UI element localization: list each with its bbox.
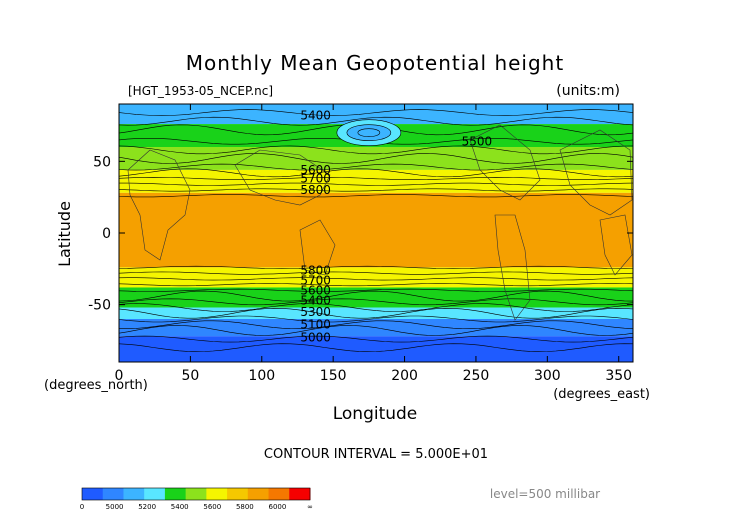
coastline [469, 124, 541, 201]
low-feature-core [346, 124, 392, 141]
contour-line [119, 288, 633, 292]
colorbar-swatch [102, 488, 124, 500]
colorbar-tick-label: 0 [80, 503, 84, 511]
colorbar: 0 5000 5200 5400 5600 5800 6000 ∞ [80, 487, 313, 511]
colorbar-tick-label: 6000 [269, 503, 287, 511]
contour-line [119, 283, 633, 287]
contour-label: 5600 [300, 163, 331, 177]
field-band [119, 104, 633, 125]
units-label: (units:m) [556, 83, 620, 99]
colorbar-swatch [82, 488, 104, 500]
y-tick-label: -50 [88, 298, 111, 314]
colorbar-swatch [144, 488, 166, 500]
x-tick-label: 0 [115, 368, 124, 384]
colorbar-tick-label: 5200 [138, 503, 156, 511]
plot-area: 5400550056005700580058005700560054005300… [88, 103, 634, 384]
contour-line [119, 325, 633, 336]
field-band [119, 307, 633, 319]
coastline [299, 219, 336, 276]
contour-line [119, 307, 633, 319]
contour-line [119, 298, 633, 306]
colorbar-tick-label: 5800 [236, 503, 254, 511]
contour-label: 5700 [300, 273, 331, 287]
x-axis-label: Longitude [333, 404, 418, 424]
contour-label: 5400 [300, 293, 331, 307]
field-band [119, 287, 633, 308]
colorbar-swatch [185, 488, 207, 500]
x-tick-label: 150 [320, 368, 347, 384]
contour-interval-text: CONTOUR INTERVAL = 5.000E+01 [264, 447, 488, 462]
field-band [119, 169, 633, 193]
colorbar-swatch [268, 488, 290, 500]
contour-line [119, 343, 633, 353]
x-tick-label: 250 [463, 368, 490, 384]
contour-line [119, 271, 633, 275]
y-axis-label: Latitude [55, 201, 74, 267]
contour-line [119, 116, 633, 126]
colorbar-swatch [227, 488, 249, 500]
contour-line [119, 320, 633, 330]
contour-label: 5100 [300, 318, 331, 332]
contour-line [119, 335, 633, 343]
colorbar-swatch [289, 488, 311, 500]
field-band [119, 267, 633, 288]
contour-line [119, 168, 633, 178]
field-band [119, 147, 633, 170]
contour-label: 5500 [462, 134, 493, 148]
coastline [559, 129, 633, 216]
field-band [119, 192, 633, 268]
contour-line [119, 188, 633, 192]
contour-line [119, 109, 633, 116]
contour-line [119, 290, 633, 302]
y-tick-label: 0 [102, 226, 111, 242]
colorbar-swatch [247, 488, 270, 500]
contour-label: 5800 [300, 263, 331, 277]
contour-label: 5600 [300, 283, 331, 297]
x-tick-label: 50 [181, 368, 199, 384]
colorbar-swatch [206, 488, 228, 500]
x-tick-label: 100 [248, 368, 275, 384]
colorbar-tick-label: ∞ [307, 503, 313, 511]
y-tick-label: 50 [93, 154, 111, 170]
contour-label: 5300 [300, 305, 331, 319]
contour-line [119, 153, 633, 164]
colorbar-tick-label: 5000 [106, 503, 124, 511]
colorbar-tick-label: 5400 [171, 503, 189, 511]
contour-line [119, 163, 633, 171]
contour-label: 5800 [300, 183, 331, 197]
coastline [599, 214, 633, 276]
coastline [127, 149, 191, 261]
contour-label: 5700 [300, 172, 331, 186]
level-text: level=500 millibar [490, 487, 600, 501]
contour-line [119, 315, 633, 323]
contour-line [119, 303, 633, 312]
contour-label: 5400 [300, 108, 331, 122]
x-tick-label: 300 [534, 368, 561, 384]
contour-line [119, 277, 633, 281]
y-unit-label: (degrees_north) [44, 378, 148, 393]
x-tick-label: 200 [391, 368, 418, 384]
colorbar-swatch [164, 488, 187, 500]
low-feature-inner [357, 128, 381, 137]
contour-line [119, 265, 633, 269]
colorbar-frame [81, 487, 311, 501]
x-tick-label: 350 [605, 368, 632, 384]
contour-line [119, 145, 633, 155]
contour-line [119, 182, 633, 186]
chart-title: Monthly Mean Geopotential height [186, 51, 564, 75]
coastline [494, 214, 531, 321]
contour-label: 5000 [300, 331, 331, 345]
contour-line [119, 194, 633, 198]
coastline [234, 149, 331, 206]
colorbar-swatch [123, 488, 145, 500]
colorbar-tick-label: 5600 [203, 503, 221, 511]
contour-line [119, 176, 633, 180]
x-unit-label: (degrees_east) [553, 387, 650, 402]
file-label: [HGT_1953-05_NCEP.nc] [128, 84, 273, 98]
